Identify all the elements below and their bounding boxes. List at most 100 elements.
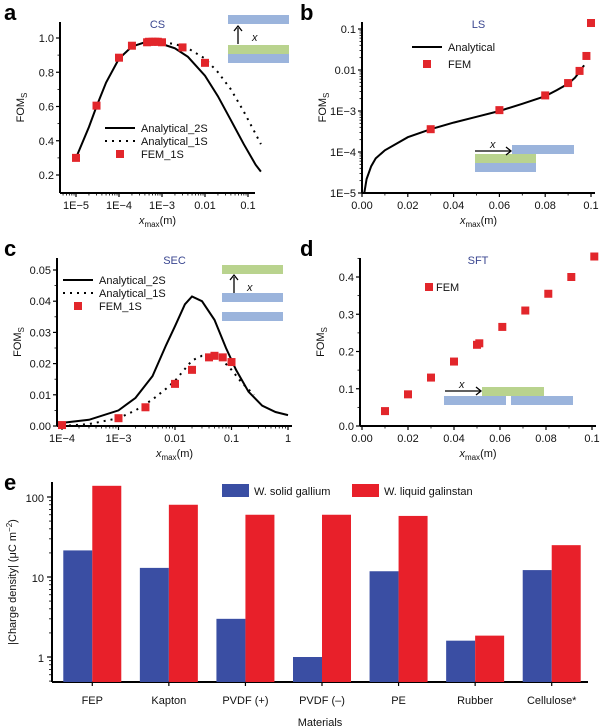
legend-swatch-marker: [74, 302, 82, 310]
y-tick-label: 0.01: [335, 65, 356, 77]
bar-gallium: [293, 657, 322, 682]
y-tick-label: 0.05: [30, 265, 51, 277]
y-axis-label: FOMS: [15, 93, 29, 123]
legend-label: Analytical_2S: [99, 275, 166, 287]
data-point: [521, 306, 530, 315]
legend-swatch: [352, 484, 379, 497]
legend-label: FEM_1S: [99, 301, 142, 313]
bar-galinstan: [551, 545, 581, 682]
y-tick-label: 0.1: [339, 384, 354, 396]
data-point: [178, 43, 187, 52]
inset-electrode-bottom: [228, 54, 289, 63]
series-line-analytical: [363, 64, 585, 194]
y-tick-label: 0.2: [339, 347, 354, 359]
legend-label: Analytical_1S: [141, 136, 208, 148]
panel-title: LS: [472, 19, 485, 31]
legend-label: Analytical: [448, 42, 495, 54]
legend-swatch-marker: [116, 150, 124, 158]
panel-e-axes: 1 10 100 FEP Kapton PVDF (+) PVDF (–) PE Rubber C…: [5, 482, 588, 727]
inset-electrode-top: [222, 293, 283, 302]
x-tick-label: 1: [285, 433, 291, 445]
y-tick-label: 1E−4: [330, 147, 356, 159]
inset-dielectric: [482, 387, 544, 396]
data-point: [210, 351, 219, 360]
bar-gallium: [216, 618, 246, 682]
series-dotted-analytical_1s: [61, 354, 255, 427]
legend-label: W. solid gallium: [254, 486, 330, 498]
data-point: [575, 66, 584, 75]
inset-x-label: x: [246, 282, 253, 294]
y-tick-label: 0.1: [341, 24, 356, 36]
data-point: [92, 101, 101, 110]
y-axis-label: FOMS: [315, 327, 329, 357]
x-tick-label: FEP: [82, 695, 103, 707]
bar-gallium: [522, 570, 552, 682]
panel-title: SFT: [468, 255, 489, 267]
data-point: [475, 339, 484, 348]
data-point: [227, 358, 236, 367]
data-point: [205, 353, 214, 362]
inset-x-label: x: [489, 139, 496, 151]
y-tick-label: 0.4: [339, 272, 354, 284]
x-tick-label: PVDF (+): [222, 695, 268, 707]
inset-arrowhead-icon: [233, 24, 243, 32]
legend-label: W. liquid galinstan: [384, 486, 473, 498]
bar-gallium: [63, 550, 93, 682]
panel-b-axes: 0.00 0.02 0.04 0.06 0.08 0.1 1E−5 1E−4 1E−3 0.01 0…: [317, 19, 599, 229]
bar-galinstan: [322, 514, 351, 682]
data-point: [564, 79, 573, 88]
data-point: [590, 252, 599, 261]
y-tick-label: 0.03: [30, 327, 51, 339]
y-axis-label: FOMS: [317, 93, 331, 123]
inset-electrode-fixed: [475, 163, 536, 172]
y-tick-label: 0.3: [339, 309, 354, 321]
legend-swatch-marker: [423, 60, 431, 68]
x-tick-label: 1E−5: [63, 200, 89, 212]
data-point: [218, 353, 227, 362]
bar-galinstan: [168, 504, 198, 682]
x-tick-label: 0.02: [397, 200, 418, 212]
data-point: [427, 373, 435, 382]
y-tick-label: 0.4: [39, 136, 54, 148]
y-tick-label: 0.8: [39, 67, 54, 79]
data-point: [115, 53, 123, 62]
y-tick-label: 0.01: [30, 390, 51, 402]
x-axis-label: xmax(m): [155, 448, 193, 462]
x-tick-label: 0.01: [164, 433, 185, 445]
x-tick-label: 0.06: [489, 433, 510, 445]
y-tick-label: 1E−3: [330, 106, 356, 118]
inset-electrode-left: [444, 396, 506, 405]
data-point: [153, 37, 162, 46]
legend-label: Analytical_2S: [141, 123, 208, 135]
x-axis-label: xmax(m): [459, 215, 497, 229]
legend-label: FEM_1S: [141, 149, 184, 161]
inset-x-label: x: [251, 32, 258, 44]
bar-gallium: [446, 640, 476, 682]
y-axis-label: |Charge density| (μC m−2): [5, 519, 19, 645]
inset-electrode-bottom: [222, 312, 283, 321]
panel-d-axes: 0.00 0.02 0.04 0.06 0.08 0.1 0.0 0.1 0.2 0.3 0.4 xm…: [315, 255, 600, 462]
data-point: [450, 357, 458, 366]
data-point: [158, 38, 166, 47]
y-tick-label: 0.0: [339, 421, 354, 433]
x-tick-label: 0.1: [224, 433, 239, 445]
panel-label-c: c: [4, 236, 16, 261]
data-point: [114, 414, 123, 423]
y-tick-label: 0.02: [30, 359, 51, 371]
data-point: [426, 125, 435, 134]
x-tick-label: 0.1: [584, 433, 599, 445]
y-tick-label: 100: [26, 493, 44, 505]
panel-c-axes: 1E−4 1E−3 0.01 0.1 1 0.00 0.01 0.02 0.03 0.04 0.05…: [12, 255, 292, 462]
y-tick-label: 10: [32, 573, 44, 585]
inset-electrode-right: [511, 396, 573, 405]
bar-galinstan: [475, 635, 505, 682]
data-point: [188, 365, 197, 374]
x-tick-label: 1E−3: [106, 433, 132, 445]
y-tick-label: 0.2: [39, 170, 54, 182]
x-axis-label: xmax(m): [138, 215, 176, 229]
data-point: [567, 273, 576, 281]
data-point: [58, 421, 66, 430]
inset-dielectric: [475, 154, 536, 163]
x-tick-label: PE: [391, 695, 406, 707]
panel-label-a: a: [4, 0, 17, 25]
